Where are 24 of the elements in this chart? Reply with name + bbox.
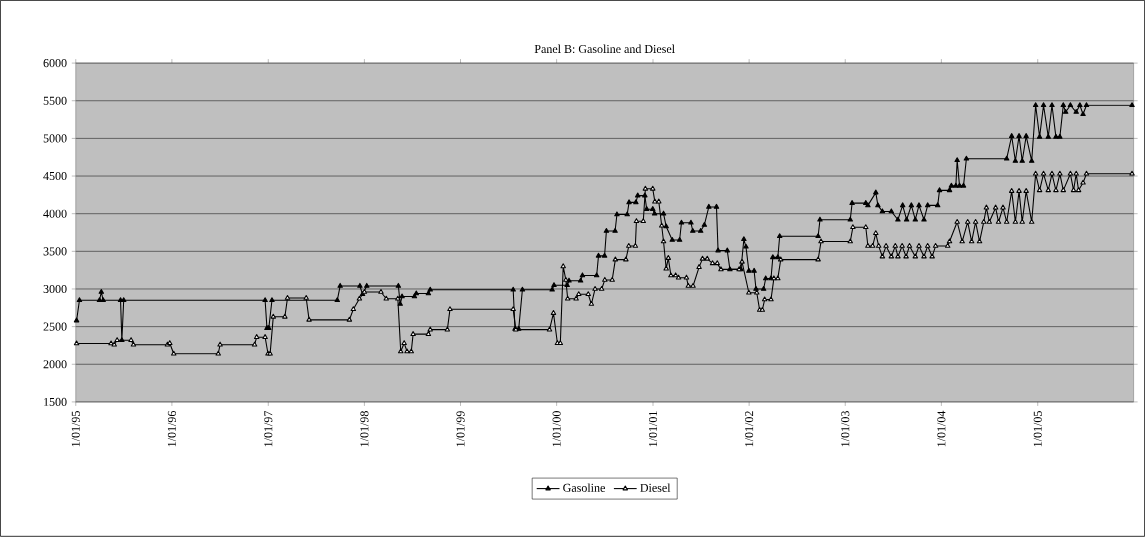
y-tick-label: 6000 [43, 59, 67, 68]
x-tick-label: 1/01/99 [456, 411, 465, 447]
x-tick-label: 1/01/97 [264, 411, 273, 447]
x-tick-label: 1/01/00 [552, 411, 561, 447]
chart-title: Panel B: Gasoline and Diesel [534, 44, 675, 54]
y-tick-label: 3500 [43, 247, 67, 256]
x-tick-label: 1/01/95 [71, 411, 80, 447]
y-tick-label: 2000 [43, 360, 67, 369]
x-tick-label: 1/01/01 [648, 411, 658, 447]
y-tick-label: 5500 [43, 96, 67, 105]
x-tick-label: 1/01/96 [167, 411, 176, 447]
y-tick-label: 5000 [43, 134, 67, 143]
y-tick-label: 1500 [44, 398, 67, 407]
x-tick-label: 1/01/04 [937, 410, 946, 447]
x-tick-label: 1/01/03 [841, 411, 850, 447]
y-tick-label: 4500 [43, 172, 67, 181]
x-tick-label: 1/01/05 [1033, 411, 1042, 447]
y-tick-label: 3000 [43, 285, 67, 294]
y-tick-label: 2500 [43, 322, 67, 331]
x-tick-label: 1/01/98 [360, 411, 369, 447]
x-tick-label: 1/01/02 [745, 411, 754, 447]
legend-label: Gasoline [563, 483, 605, 493]
legend-label: Diesel [640, 483, 671, 493]
y-tick-label: 4000 [43, 209, 67, 218]
